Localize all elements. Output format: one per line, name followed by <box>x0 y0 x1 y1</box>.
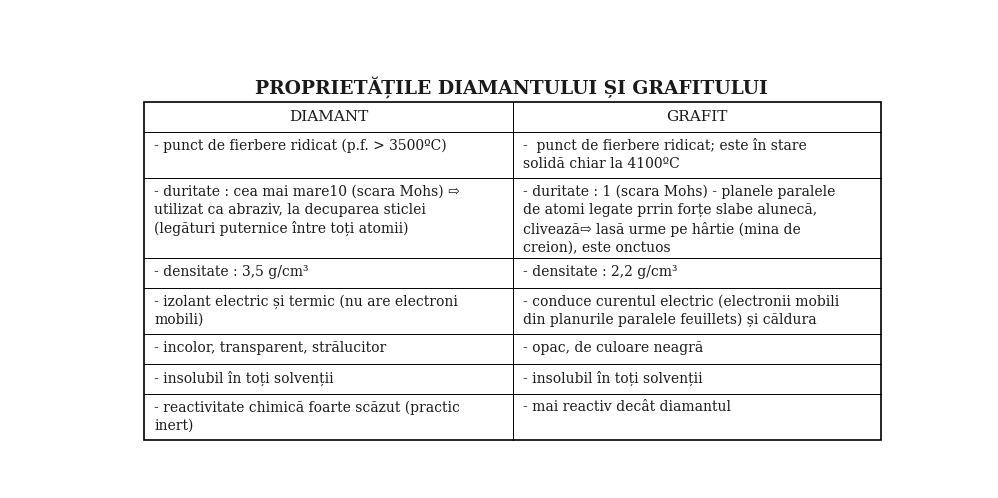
Text: - opac, de culoare neagră: - opac, de culoare neagră <box>523 341 703 355</box>
Text: PROPRIETĂȚILE DIAMANTULUI ȘI GRAFITULUI: PROPRIETĂȚILE DIAMANTULUI ȘI GRAFITULUI <box>255 77 767 99</box>
Text: DIAMANT: DIAMANT <box>288 110 368 124</box>
Text: - punct de fierbere ridicat (p.f. > 3500ºC): - punct de fierbere ridicat (p.f. > 3500… <box>155 138 447 153</box>
Text: - izolant electric și termic (nu are electroni
mobili): - izolant electric și termic (nu are ele… <box>155 295 458 327</box>
Text: - densitate : 2,2 g/cm³: - densitate : 2,2 g/cm³ <box>523 265 678 279</box>
Bar <box>144 102 881 440</box>
Text: - densitate : 3,5 g/cm³: - densitate : 3,5 g/cm³ <box>155 265 308 279</box>
Text: - mai reactiv decât diamantul: - mai reactiv decât diamantul <box>523 400 731 414</box>
Text: - insolubil în toți solvenții: - insolubil în toți solvenții <box>523 371 703 386</box>
Text: - conduce curentul electric (electronii mobili
din planurile paralele feuillets): - conduce curentul electric (electronii … <box>523 295 839 327</box>
Text: -  punct de fierbere ridicat; este în stare
solidă chiar la 4100ºC: - punct de fierbere ridicat; este în sta… <box>523 138 806 171</box>
Text: - duritate : 1 (scara Mohs) - planele paralele
de atomi legate prrin forțe slabe: - duritate : 1 (scara Mohs) - planele pa… <box>523 185 835 254</box>
Text: - incolor, transparent, strălucitor: - incolor, transparent, strălucitor <box>155 341 386 355</box>
Text: - insolubil în toți solvenții: - insolubil în toți solvenții <box>155 371 333 386</box>
Text: GRAFIT: GRAFIT <box>667 110 728 124</box>
Text: - reactivitate chimică foarte scăzut (practic
inert): - reactivitate chimică foarte scăzut (pr… <box>155 400 460 433</box>
Text: - duritate : cea mai mare10 (scara Mohs) ⇨
utilizat ca abraziv, la decuparea sti: - duritate : cea mai mare10 (scara Mohs)… <box>155 185 460 236</box>
